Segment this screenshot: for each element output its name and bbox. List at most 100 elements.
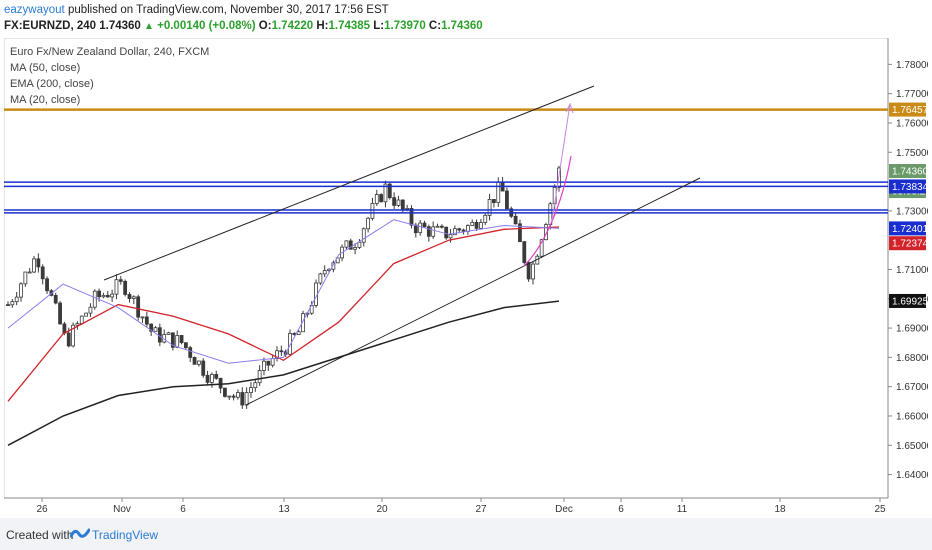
price-badge-bg-3 bbox=[889, 179, 926, 194]
candle-body-21 bbox=[97, 290, 102, 298]
x-tick-label-0: 26 bbox=[36, 504, 48, 515]
plot-area bbox=[4, 38, 889, 499]
legend-ema200: EMA (200, close) bbox=[10, 78, 94, 90]
candle-body-80 bbox=[353, 247, 357, 250]
candle-body-96 bbox=[422, 222, 427, 228]
high-label: H: bbox=[316, 20, 329, 32]
candle-body-53 bbox=[236, 392, 240, 398]
candle-body-16 bbox=[75, 323, 80, 326]
ema-200-line bbox=[7, 300, 560, 446]
candle-body-63 bbox=[279, 350, 284, 353]
x-tick-label-10: 25 bbox=[874, 504, 886, 515]
y-axis-ticks: 1.78000 1.77000 1.76000 1.75000 1.73000 1.710… bbox=[888, 60, 928, 481]
x-tick-label-1: Nov bbox=[113, 504, 131, 515]
publish-line: eazywayout published on TradingView.com,… bbox=[4, 4, 389, 16]
candle-body-111 bbox=[487, 199, 492, 216]
candle-body-100 bbox=[439, 225, 444, 228]
candle-body-15 bbox=[71, 324, 75, 347]
arrow-head-icon bbox=[565, 102, 574, 114]
candle-body-106 bbox=[465, 225, 470, 232]
candle-body-87 bbox=[383, 183, 388, 203]
candle-body-43 bbox=[192, 357, 197, 365]
legend-ma20: MA (20, close) bbox=[10, 94, 80, 106]
projection-curve bbox=[523, 155, 572, 267]
candle-body-97 bbox=[426, 226, 431, 237]
candle-body-73 bbox=[322, 270, 327, 275]
candle-body-49 bbox=[218, 377, 223, 389]
tradingview-link[interactable]: TradingView bbox=[92, 528, 159, 542]
candle-body-37 bbox=[166, 332, 171, 335]
candle-body-17 bbox=[79, 315, 84, 325]
candle-body-34 bbox=[153, 327, 158, 332]
price-badge-1: 1.74360 bbox=[892, 167, 928, 178]
candle-body-1 bbox=[10, 301, 15, 306]
candle-body-89 bbox=[392, 197, 397, 206]
candle-body-31 bbox=[140, 316, 145, 319]
price-badge-bg-0 bbox=[889, 102, 926, 117]
lower-channel-line[interactable] bbox=[245, 177, 701, 406]
x-tick-label-9: 18 bbox=[774, 504, 786, 515]
candle-body-86 bbox=[379, 194, 384, 203]
candle-body-48 bbox=[214, 374, 219, 379]
published-text: published on TradingView.com, November 3… bbox=[67, 4, 389, 16]
candle-body-35 bbox=[157, 327, 162, 343]
x-axis-ticks: 26 Nov 6 13 20 27 Dec 6 11 18 25 bbox=[36, 498, 886, 515]
candle-body-121 bbox=[531, 263, 535, 280]
up-arrow-icon: ▲ bbox=[144, 21, 154, 32]
legend-title: Euro Fx/New Zealand Dollar, 240, FXCM bbox=[10, 46, 209, 58]
candle-body-14 bbox=[66, 332, 71, 347]
y-tick-label-3: 1.75000 bbox=[896, 148, 928, 159]
candle-body-18 bbox=[84, 312, 88, 317]
candle-body-26 bbox=[118, 279, 123, 282]
open-value: 1.74220 bbox=[271, 20, 314, 32]
candle-body-25 bbox=[114, 279, 119, 295]
candle-body-4 bbox=[23, 271, 28, 285]
candle-body-91 bbox=[400, 199, 405, 210]
price-change: +0.00140 (+0.08%) bbox=[157, 20, 256, 32]
candle-body-103 bbox=[452, 228, 457, 236]
candle-body-51 bbox=[227, 395, 232, 398]
x-tick-label-7: 6 bbox=[618, 504, 624, 515]
candle-body-78 bbox=[344, 240, 349, 248]
candle-body-56 bbox=[249, 387, 253, 394]
y-tick-label-2: 1.76000 bbox=[896, 118, 928, 129]
candle-body-2 bbox=[14, 296, 19, 303]
candle-body-120 bbox=[526, 262, 531, 280]
symbol-label: FX:EURNZD, 240 bbox=[4, 20, 97, 32]
candle-body-11 bbox=[53, 294, 58, 304]
chart-header: eazywayout published on TradingView.com,… bbox=[0, 0, 932, 36]
candle-body-81 bbox=[357, 241, 362, 248]
candle-body-46 bbox=[205, 374, 210, 383]
candle-body-29 bbox=[131, 296, 136, 299]
price-badge-0: 1.76457 bbox=[892, 105, 928, 116]
last-price: 1.74360 bbox=[99, 20, 141, 32]
price-chart[interactable]: Euro Fx/New Zealand Dollar, 240, FXCM MA… bbox=[4, 38, 928, 516]
candle-body-23 bbox=[105, 294, 110, 298]
candle-body-44 bbox=[196, 360, 201, 365]
price-badge-bg-6 bbox=[889, 293, 926, 308]
candle-body-104 bbox=[457, 228, 462, 231]
author-link[interactable]: eazywayout bbox=[4, 4, 65, 16]
close-value: 1.74360 bbox=[441, 20, 483, 32]
candle-body-28 bbox=[127, 294, 132, 299]
candle-body-90 bbox=[396, 199, 401, 206]
candle-body-65 bbox=[288, 332, 292, 355]
created-with-label: Created with bbox=[6, 528, 74, 542]
price-badge-bg-4 bbox=[889, 221, 926, 236]
series-lines bbox=[7, 219, 560, 446]
candle-body-50 bbox=[223, 387, 227, 397]
close-label: C: bbox=[428, 20, 442, 32]
candle-body-99 bbox=[435, 225, 440, 228]
candle-body-67 bbox=[296, 331, 301, 335]
price-badges: 1.764571.7436003:03:231.738341.724011.72… bbox=[889, 102, 928, 308]
candle-body-40 bbox=[179, 335, 184, 344]
candle-body-30 bbox=[136, 296, 141, 318]
candle-body-9 bbox=[45, 278, 49, 292]
candle-body-61 bbox=[270, 358, 275, 366]
candle-body-20 bbox=[92, 290, 97, 308]
upper-channel-line[interactable] bbox=[103, 85, 595, 281]
y-tick-label-12: 1.64000 bbox=[896, 470, 928, 481]
candle-body-85 bbox=[374, 194, 379, 204]
candle-body-110 bbox=[483, 214, 488, 223]
candle-body-22 bbox=[101, 294, 106, 298]
